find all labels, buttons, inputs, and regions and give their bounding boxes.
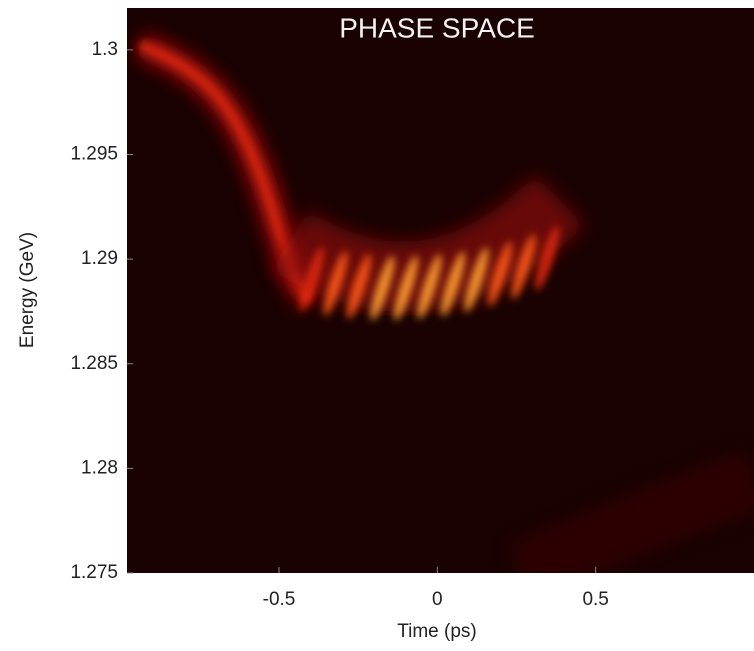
intensity-stripe bbox=[370, 255, 395, 321]
intensity-stripe bbox=[417, 254, 442, 320]
y-tick-label: 1.285 bbox=[70, 353, 118, 374]
y-tick-label: 1.295 bbox=[70, 143, 118, 164]
x-tick-label: 0.5 bbox=[582, 589, 608, 610]
y-tick-label: 1.3 bbox=[92, 39, 118, 60]
intensity-stripe bbox=[464, 247, 489, 312]
intensity-map bbox=[134, 33, 754, 573]
chart-title: PHASE SPACE bbox=[339, 12, 535, 43]
x-tick-label: 0 bbox=[432, 589, 443, 610]
y-tick-label: 1.28 bbox=[81, 457, 118, 478]
x-tick-label: -0.5 bbox=[263, 589, 296, 610]
intensity-stripe bbox=[394, 255, 418, 321]
x-axis-label: Time (ps) bbox=[397, 621, 477, 642]
y-tick-label: 1.29 bbox=[81, 248, 118, 269]
intensity-stripe bbox=[511, 234, 536, 300]
intensity-stripe bbox=[323, 251, 348, 316]
intensity-stripe bbox=[441, 251, 465, 317]
y-axis-label: Energy (GeV) bbox=[17, 232, 38, 348]
intensity-stripe bbox=[300, 246, 324, 312]
y-tick-label: 1.275 bbox=[70, 562, 118, 583]
intensity-stripe bbox=[488, 241, 512, 307]
intensity-stripe bbox=[535, 225, 559, 291]
intensity-stripe bbox=[347, 254, 371, 319]
